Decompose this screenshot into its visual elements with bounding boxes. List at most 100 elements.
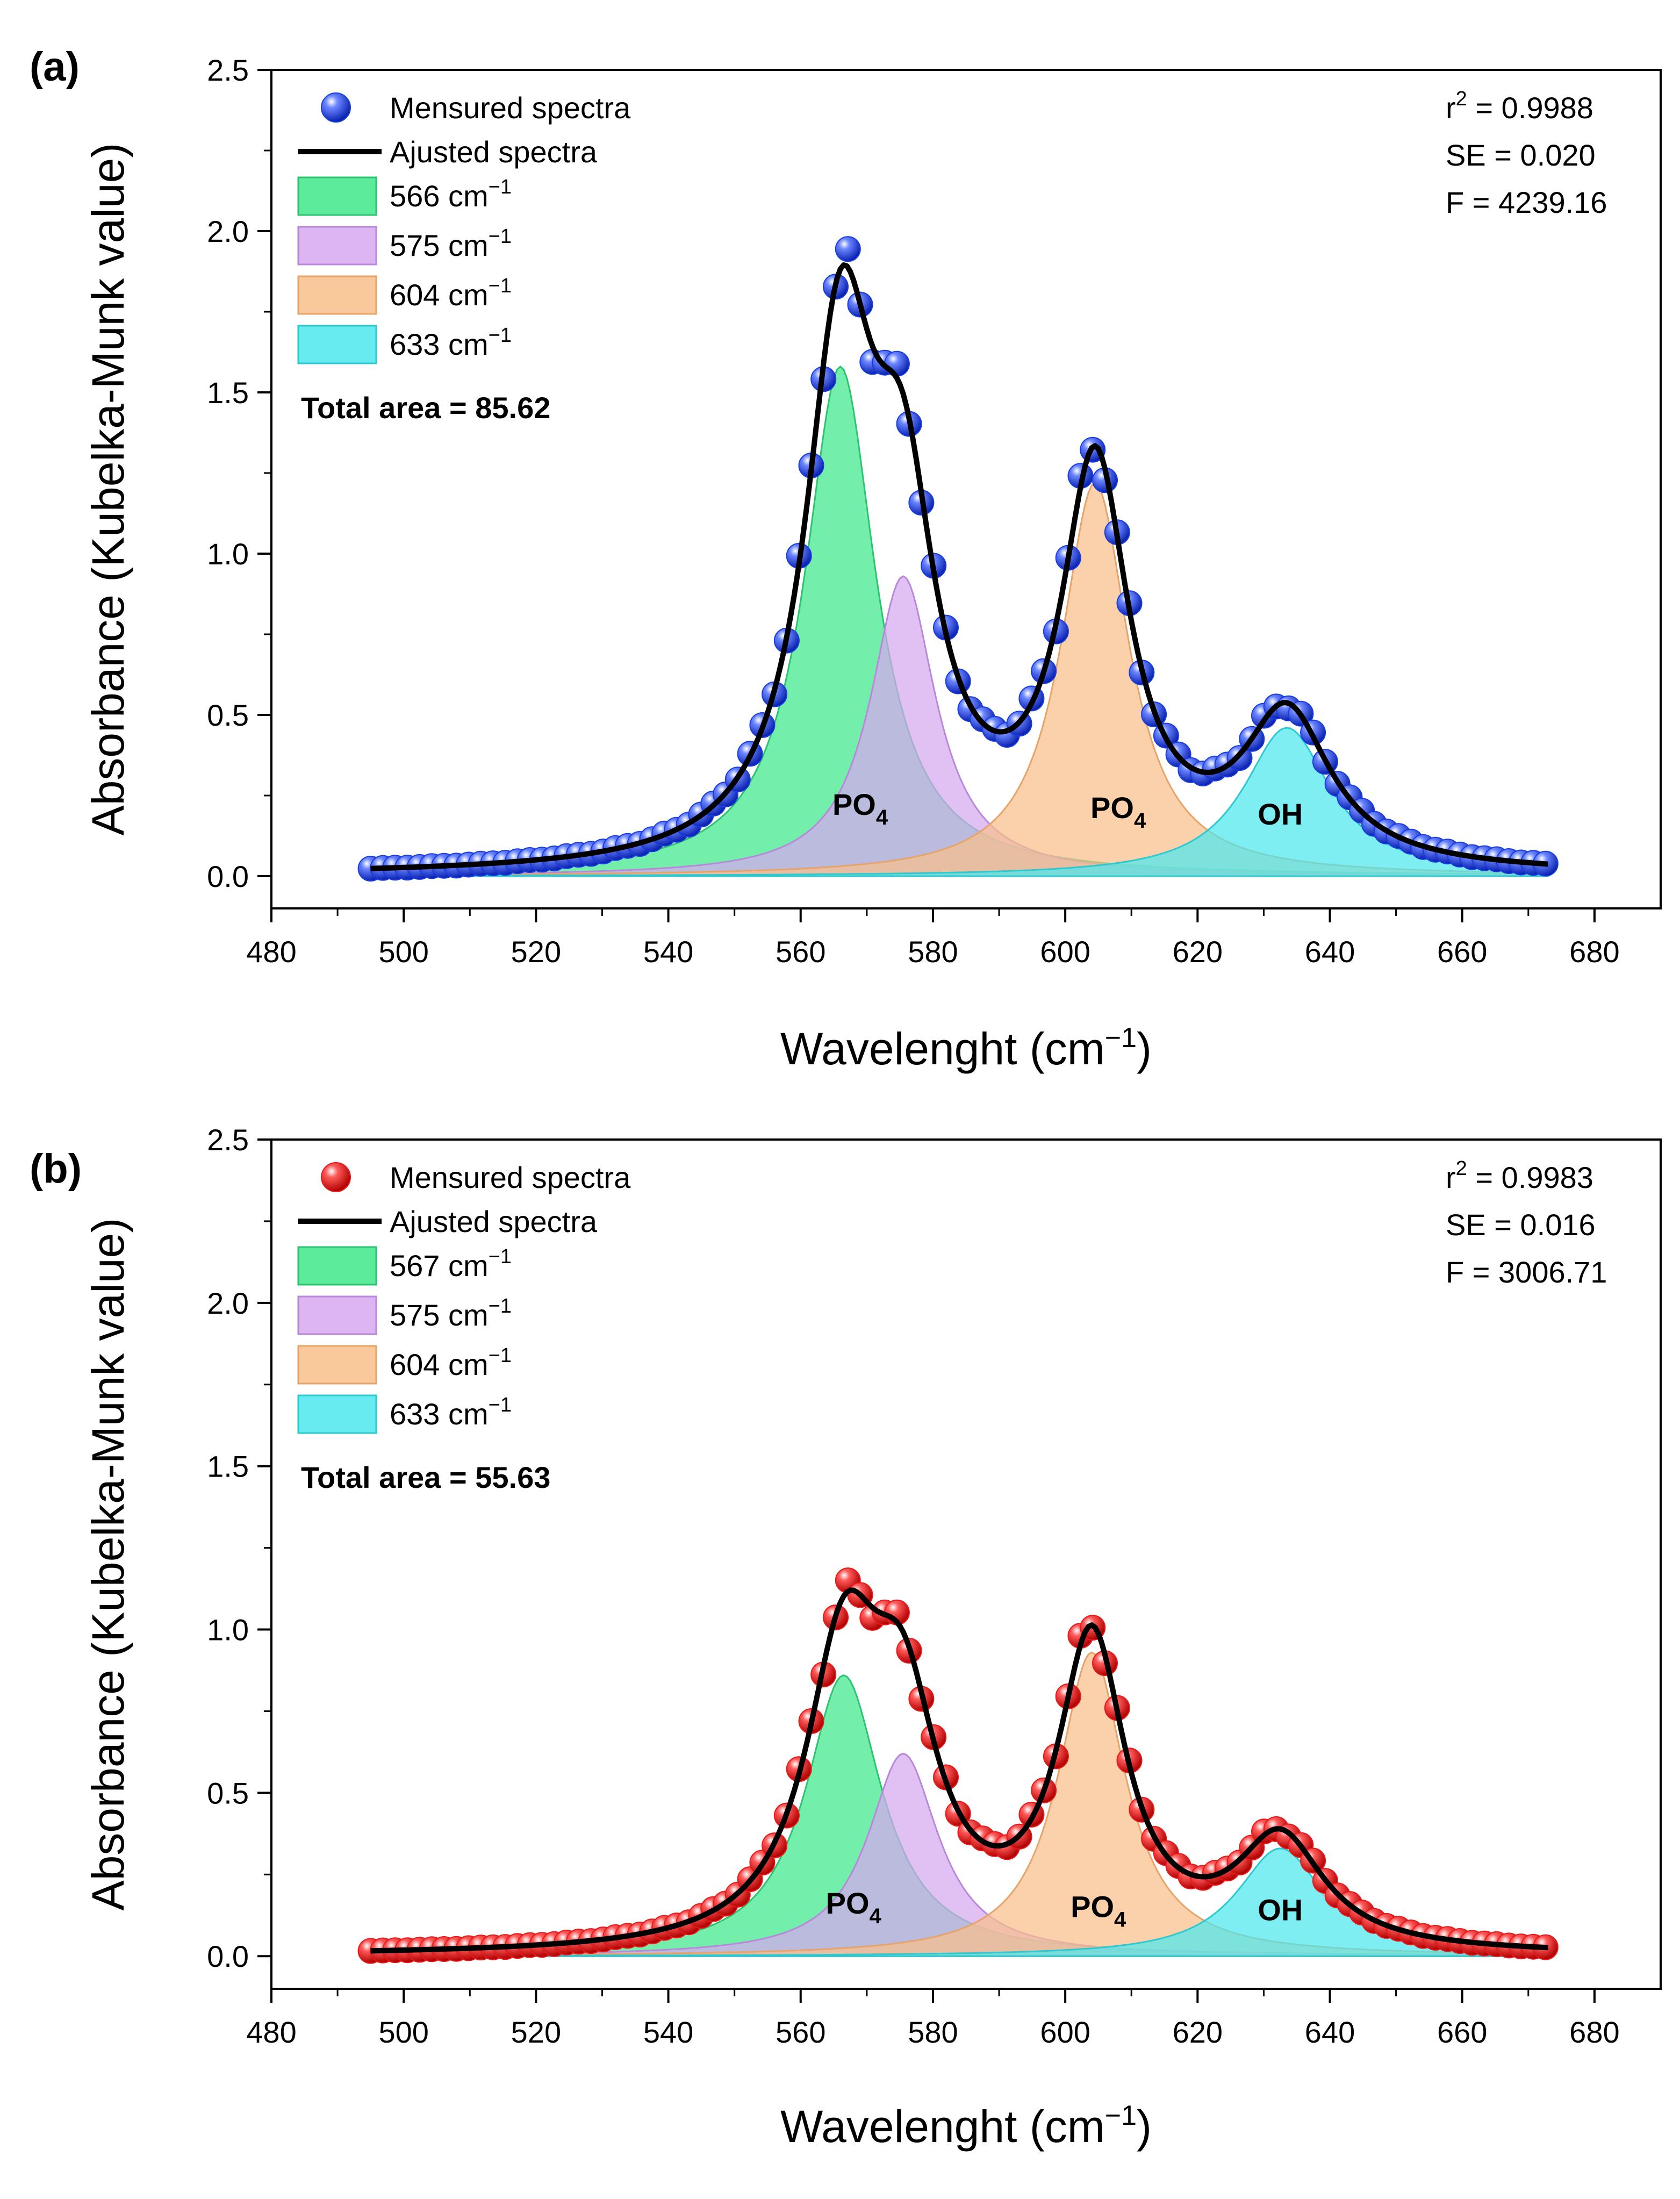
x-tick-label: 660	[1437, 935, 1487, 969]
x-tick-label: 500	[378, 935, 428, 969]
y-tick-label: 1.5	[207, 1450, 249, 1484]
band-annotation: OH	[1258, 797, 1303, 831]
x-axis-title-main: Wavelenght (cm	[780, 1023, 1105, 1074]
band-annotation-text: OH	[1258, 797, 1303, 831]
x-tick-label: 580	[908, 935, 958, 969]
legend-label-band: 604 cm−1	[390, 275, 512, 312]
legend-label-band: 604 cm−1	[390, 1344, 512, 1381]
plot-frame	[270, 1138, 1662, 1990]
legend-band-sup: −1	[489, 1245, 512, 1268]
band-annotation-sub: 4	[1134, 809, 1146, 833]
legend-label-adjusted: Ajusted spectra	[390, 135, 598, 169]
x-tick-label: 520	[511, 935, 561, 969]
x-tick-label: 580	[908, 2015, 958, 2049]
legend-label-band: 566 cm−1	[390, 176, 512, 213]
fitted-line	[370, 1587, 1548, 1954]
fit-stat-main: F = 4239.16	[1446, 185, 1607, 219]
plot-frame	[270, 69, 1662, 909]
y-tick-label: 0.0	[207, 1939, 249, 1973]
x-tick-label: 480	[246, 935, 296, 969]
panel-label: (a)	[30, 44, 80, 90]
x-axis-title-sup: −1	[1105, 2100, 1137, 2131]
legend-swatch-band	[297, 176, 377, 216]
legend-band-sup: −1	[489, 1295, 512, 1317]
x-tick-label: 680	[1569, 935, 1619, 969]
x-tick-label: 660	[1437, 2015, 1487, 2049]
y-tick-label: 1.5	[207, 376, 249, 410]
band-annotation: OH	[1258, 1893, 1303, 1926]
fit-stat-rest: = 0.9983	[1467, 1161, 1593, 1194]
legend-label-band: 575 cm−1	[390, 1295, 512, 1332]
legend-band-label: 575 cm	[390, 228, 489, 262]
y-tick-label: 2.5	[207, 1123, 249, 1157]
x-tick-label: 480	[246, 2015, 296, 2049]
x-axis-title: Wavelenght (cm−1)	[780, 1022, 1152, 1074]
x-tick-label: 620	[1173, 2015, 1223, 2049]
legend-swatch-band	[297, 325, 377, 364]
legend-band-sup: −1	[489, 275, 512, 297]
legend-marker-measured	[321, 92, 351, 123]
chart-panel-a: (a) 480 500 520 540 560 580 600 620 640 660 680 0.0 0…	[30, 44, 1662, 1074]
band-annotation: PO4	[1090, 791, 1146, 833]
legend-label-band: 575 cm−1	[390, 225, 512, 262]
x-tick-label: 640	[1305, 2015, 1355, 2049]
band-annotation-text: PO	[1090, 791, 1134, 825]
y-axis-title: Absorbance (Kubelka-Munk value)	[83, 143, 133, 836]
fit-stat: SE = 0.016	[1446, 1208, 1596, 1242]
legend-label-measured: Mensured spectra	[390, 1161, 631, 1194]
legend-swatch-band	[297, 1295, 377, 1335]
legend-band-label: 633 cm	[390, 327, 489, 361]
x-tick-label: 600	[1040, 935, 1090, 969]
x-axis-title-close: )	[1137, 1023, 1152, 1074]
legend-marker-measured	[321, 1162, 351, 1192]
y-tick-label: 0.5	[207, 1776, 249, 1810]
legend-swatch-band	[297, 275, 377, 315]
legend-band-label: 567 cm	[390, 1249, 489, 1283]
legend-swatch-band	[297, 226, 377, 266]
band-annotation-sub: 4	[1114, 1908, 1126, 1931]
band-annotation: PO4	[832, 787, 888, 829]
x-axis-title: Wavelenght (cm−1)	[780, 2100, 1152, 2152]
band-annotation-text: PO	[832, 787, 876, 821]
y-tick-label: 2.0	[207, 214, 249, 248]
legend-band-label: 604 cm	[390, 1348, 489, 1381]
total-area-label: Total area = 55.63	[301, 1460, 550, 1494]
fit-stat-sup: 2	[1456, 1157, 1467, 1180]
y-tick-label: 1.0	[207, 537, 249, 571]
x-tick-label: 560	[776, 935, 825, 969]
legend-swatch-band	[297, 1345, 377, 1385]
band-annotation: PO4	[826, 1886, 882, 1928]
band-annotation: PO4	[1071, 1889, 1126, 1931]
fit-stat: F = 4239.16	[1446, 185, 1607, 219]
y-tick-label: 1.0	[207, 1613, 249, 1647]
legend-band-sup: −1	[489, 176, 512, 198]
x-tick-label: 600	[1040, 2015, 1090, 2049]
measured-point	[835, 236, 861, 262]
x-tick-label: 500	[378, 2015, 428, 2049]
legend-band-label: 604 cm	[390, 278, 489, 312]
band-annotation-text: OH	[1258, 1893, 1303, 1926]
x-tick-label: 560	[776, 2015, 825, 2049]
x-axis-title-close: )	[1137, 2101, 1152, 2152]
y-tick-label: 2.5	[207, 53, 249, 87]
fit-stat-rest: = 0.9988	[1467, 91, 1593, 125]
y-tick-label: 0.0	[207, 859, 249, 893]
chart-panel-b: (b) 480 500 520 540 560 580 600 620 640 660 680 0.0 0…	[30, 1123, 1662, 2152]
legend-band-sup: −1	[489, 225, 512, 248]
legend-label-measured: Mensured spectra	[390, 91, 631, 125]
total-area-label: Total area = 85.62	[301, 391, 550, 425]
fit-stat-main: F = 3006.71	[1446, 1255, 1607, 1289]
fit-stat-main: SE = 0.016	[1446, 1208, 1596, 1242]
band-annotation-text: PO	[826, 1886, 870, 1920]
fit-stat-main: r	[1446, 1161, 1456, 1194]
x-tick-label: 620	[1173, 935, 1223, 969]
band-annotation-text: PO	[1071, 1889, 1114, 1923]
y-tick-label: 0.5	[207, 698, 249, 732]
legend-band-sup: −1	[489, 1394, 512, 1416]
legend-label-band: 633 cm−1	[390, 324, 512, 361]
x-axis-title-main: Wavelenght (cm	[780, 2101, 1105, 2152]
measured-point	[884, 350, 910, 377]
fit-stat: SE = 0.020	[1446, 138, 1596, 172]
fitted-line	[370, 262, 1549, 871]
